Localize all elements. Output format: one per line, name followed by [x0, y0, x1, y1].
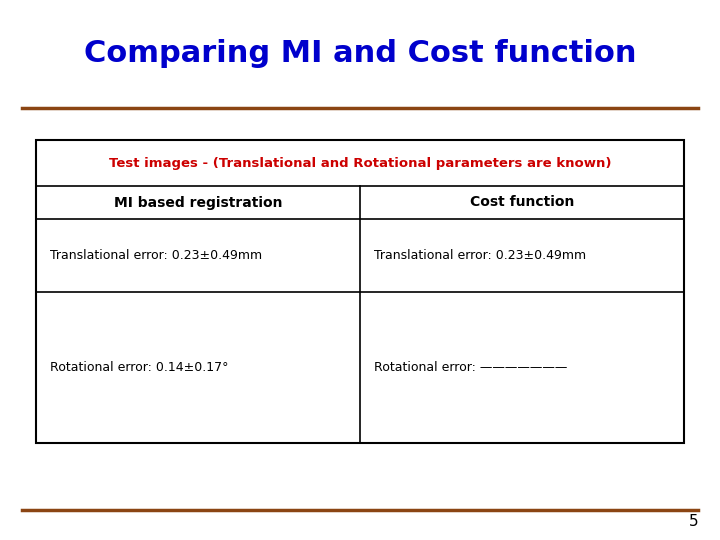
- Text: MI based registration: MI based registration: [114, 195, 282, 210]
- Text: Comparing MI and Cost function: Comparing MI and Cost function: [84, 39, 636, 69]
- Text: Rotational error: 0.14±0.17°: Rotational error: 0.14±0.17°: [50, 361, 229, 374]
- Text: Translational error: 0.23±0.49mm: Translational error: 0.23±0.49mm: [374, 248, 587, 262]
- Text: Rotational error: ———————: Rotational error: ———————: [374, 361, 568, 374]
- Text: Translational error: 0.23±0.49mm: Translational error: 0.23±0.49mm: [50, 248, 263, 262]
- Text: 5: 5: [689, 514, 698, 529]
- Text: Cost function: Cost function: [470, 195, 574, 210]
- Text: Test images - (Translational and Rotational parameters are known): Test images - (Translational and Rotatio…: [109, 157, 611, 170]
- FancyBboxPatch shape: [36, 140, 684, 443]
